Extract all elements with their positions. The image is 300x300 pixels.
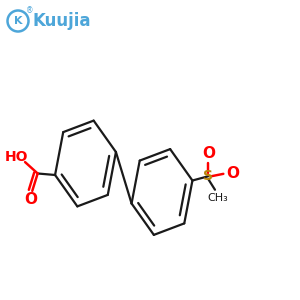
Text: ®: ® bbox=[26, 7, 34, 16]
Text: Kuujia: Kuujia bbox=[33, 12, 92, 30]
Text: S: S bbox=[203, 169, 213, 183]
Text: O: O bbox=[226, 166, 239, 181]
Text: O: O bbox=[202, 146, 215, 160]
Text: O: O bbox=[25, 192, 38, 207]
Text: CH₃: CH₃ bbox=[208, 193, 228, 203]
Text: HO: HO bbox=[5, 150, 28, 164]
Text: K: K bbox=[14, 16, 22, 26]
